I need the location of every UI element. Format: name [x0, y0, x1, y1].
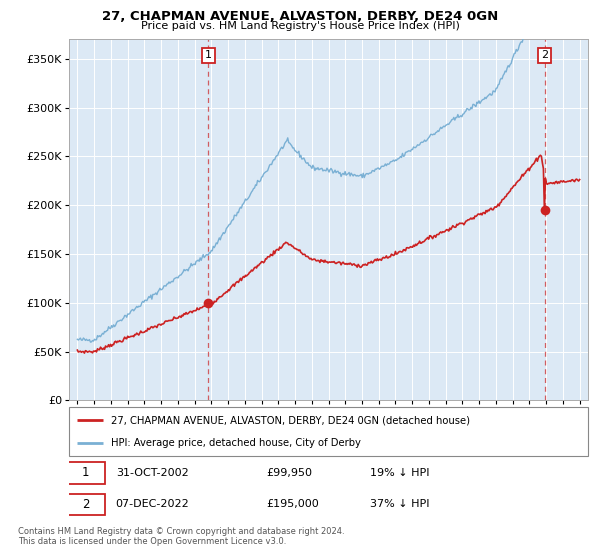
Text: 27, CHAPMAN AVENUE, ALVASTON, DERBY, DE24 0GN: 27, CHAPMAN AVENUE, ALVASTON, DERBY, DE2… — [102, 10, 498, 23]
Text: HPI: Average price, detached house, City of Derby: HPI: Average price, detached house, City… — [110, 437, 361, 447]
Text: 27, CHAPMAN AVENUE, ALVASTON, DERBY, DE24 0GN (detached house): 27, CHAPMAN AVENUE, ALVASTON, DERBY, DE2… — [110, 416, 470, 426]
Text: Price paid vs. HM Land Registry's House Price Index (HPI): Price paid vs. HM Land Registry's House … — [140, 21, 460, 31]
Text: 07-DEC-2022: 07-DEC-2022 — [116, 500, 190, 510]
FancyBboxPatch shape — [67, 494, 106, 515]
Text: Contains HM Land Registry data © Crown copyright and database right 2024.: Contains HM Land Registry data © Crown c… — [18, 528, 344, 536]
Text: This data is licensed under the Open Government Licence v3.0.: This data is licensed under the Open Gov… — [18, 537, 286, 546]
Text: 1: 1 — [82, 466, 89, 479]
Text: £99,950: £99,950 — [266, 468, 312, 478]
Text: 2: 2 — [541, 50, 548, 60]
FancyBboxPatch shape — [67, 463, 106, 484]
Text: 31-OCT-2002: 31-OCT-2002 — [116, 468, 188, 478]
Text: 2: 2 — [82, 498, 89, 511]
Text: 1: 1 — [205, 50, 212, 60]
Text: 19% ↓ HPI: 19% ↓ HPI — [370, 468, 430, 478]
Text: £195,000: £195,000 — [266, 500, 319, 510]
Text: 37% ↓ HPI: 37% ↓ HPI — [370, 500, 430, 510]
